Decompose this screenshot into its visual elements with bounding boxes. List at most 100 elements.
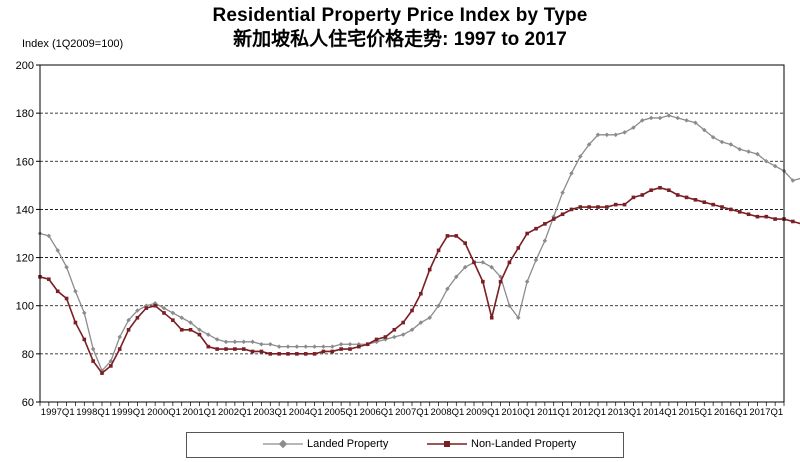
data-point [658, 185, 662, 190]
data-point [347, 341, 353, 347]
data-point [276, 344, 282, 349]
data-point [631, 125, 636, 130]
data-point [454, 274, 459, 280]
x-tick-label: 2006Q1 [360, 407, 394, 418]
data-point [693, 198, 698, 202]
data-point [534, 226, 538, 231]
data-point [605, 205, 609, 209]
data-point [171, 318, 175, 322]
data-point [489, 315, 494, 320]
data-point [578, 205, 583, 209]
data-point [773, 217, 777, 221]
data-point [507, 260, 512, 265]
data-point [170, 310, 176, 316]
data-point [613, 132, 618, 138]
data-point [365, 342, 370, 347]
legend-item-landed: Landed Property [263, 438, 388, 450]
data-point [126, 317, 131, 323]
y-axis-ticks: 60 80 100 120 140 160 180 200 [16, 60, 40, 409]
data-point [657, 115, 663, 121]
data-point [409, 327, 415, 333]
data-point [481, 279, 485, 284]
data-point [560, 212, 565, 217]
data-point [153, 303, 157, 308]
data-point [569, 207, 574, 212]
data-point [401, 320, 405, 325]
data-point [64, 296, 69, 301]
data-point [516, 315, 521, 321]
data-point [436, 303, 441, 308]
data-point [472, 260, 476, 265]
x-tick-label: 2017Q1 [749, 407, 783, 418]
x-tick-label: 2007Q1 [395, 407, 429, 418]
data-point [241, 347, 246, 351]
data-point [321, 344, 326, 349]
data-point [223, 339, 229, 345]
data-point [684, 118, 689, 123]
data-point [82, 337, 87, 342]
data-point [91, 359, 95, 363]
data-point [711, 202, 715, 207]
series-non-landed [38, 185, 800, 375]
data-point [188, 327, 193, 332]
data-point [392, 327, 397, 332]
legend-swatch-landed [263, 439, 303, 449]
data-point [161, 305, 167, 311]
x-tick-label: 2015Q1 [679, 407, 713, 418]
y-tick-label: 60 [22, 397, 34, 409]
data-point [737, 210, 742, 214]
data-point [135, 308, 140, 313]
data-point [90, 346, 96, 352]
data-point [392, 334, 397, 340]
x-tick-label: 1998Q1 [76, 407, 110, 418]
x-tick-label: 2010Q1 [501, 407, 535, 418]
y-tick-label: 100 [16, 301, 34, 313]
data-point [640, 193, 645, 197]
y-axis-label: Index (1Q2009=100) [22, 38, 124, 50]
data-point [533, 257, 539, 263]
data-point [543, 222, 547, 226]
data-point [569, 171, 574, 176]
x-tick-label: 2000Q1 [147, 407, 181, 418]
x-tick-label: 1997Q1 [41, 407, 75, 418]
data-point [250, 349, 255, 354]
data-point [233, 347, 237, 351]
data-point [357, 344, 361, 349]
data-point [524, 279, 530, 284]
data-point [47, 277, 51, 282]
data-point [268, 352, 273, 356]
data-point [462, 264, 468, 270]
data-point [241, 339, 246, 345]
data-point [330, 349, 335, 354]
data-point [507, 303, 512, 308]
data-point [702, 200, 707, 205]
data-point [64, 264, 69, 270]
legend-swatch-non-landed [427, 441, 467, 447]
data-point [525, 231, 529, 236]
data-point [144, 306, 149, 310]
y-tick-label: 80 [22, 349, 34, 361]
data-point [764, 214, 769, 219]
y-tick-label: 140 [16, 204, 34, 216]
data-point [348, 347, 352, 351]
data-point [551, 217, 556, 221]
data-point [259, 349, 264, 354]
chart-subtitle: 新加坡私人住宅价格走势: 1997 to 2017 [233, 29, 567, 50]
data-point [55, 289, 60, 294]
data-point [675, 115, 680, 121]
y-tick-label: 120 [16, 253, 34, 265]
data-point [560, 190, 565, 195]
data-point [285, 344, 291, 349]
data-point [206, 344, 211, 349]
x-tick-label: 2014Q1 [643, 407, 677, 418]
data-point [400, 332, 406, 337]
x-tick-label: 2002Q1 [218, 407, 252, 418]
data-point [667, 188, 671, 192]
data-point [232, 339, 238, 345]
data-point [542, 238, 548, 243]
data-point [427, 315, 432, 321]
data-point [197, 332, 202, 337]
data-point [410, 308, 414, 313]
legend-label-non-landed: Non-Landed Property [471, 438, 577, 450]
data-point [339, 347, 343, 351]
